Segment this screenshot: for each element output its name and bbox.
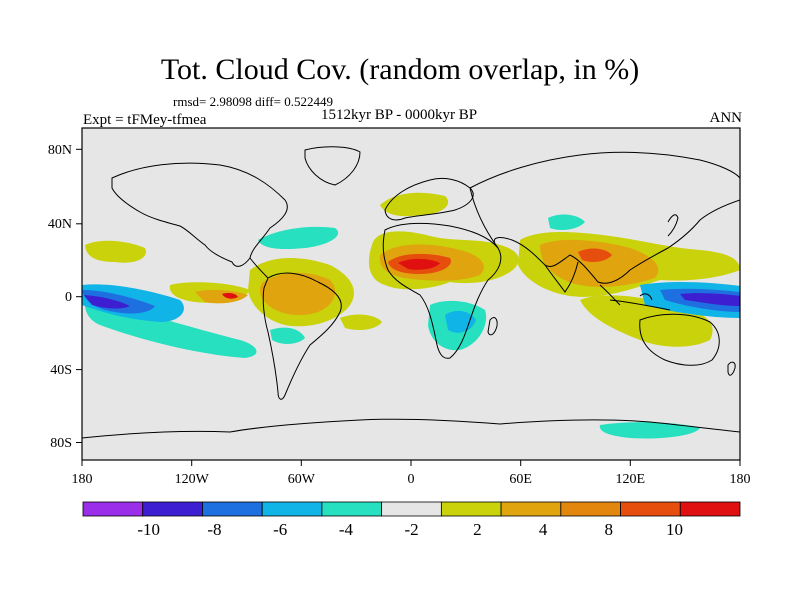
- coast-india: [544, 261, 579, 293]
- period-label: 1512kyr BP - 0000kyr BP: [321, 107, 478, 123]
- lon-tick-label: 60W: [288, 472, 316, 487]
- colorbar-label: 10: [666, 520, 683, 539]
- lon-tick-label: 0: [408, 472, 415, 487]
- anomaly-europe: [380, 192, 449, 217]
- colorbar-box: [620, 501, 681, 517]
- lat-tick-label: 0: [65, 290, 72, 305]
- lon-axis: 180 120W 60W 0 60E 120E 180: [72, 460, 751, 487]
- colorbar-label: -8: [207, 520, 221, 539]
- coast-australia: [639, 313, 720, 366]
- anomaly-china-cyan: [548, 214, 585, 230]
- coast-greenland: [304, 146, 361, 186]
- coast-southeast-asia: [599, 284, 621, 306]
- anomaly-pacific-red-spot: [222, 293, 238, 299]
- anomaly-india-core: [540, 239, 659, 287]
- colorbar-box: [560, 501, 621, 517]
- coast-north-america: [111, 162, 288, 267]
- colorbar-box: [679, 501, 741, 517]
- stats-label: rmsd= 2.98098 diff= 0.522449: [173, 94, 333, 109]
- colorbar-box: [500, 501, 562, 517]
- colorbar-label: 2: [473, 520, 482, 539]
- lat-tick-label: 40N: [48, 217, 72, 232]
- coast-central-america: [249, 257, 269, 279]
- colorbar-label: -6: [273, 520, 287, 539]
- anomaly-west-atlantic: [85, 240, 146, 263]
- coast-japan: [667, 214, 679, 237]
- lat-tick-label: 80S: [50, 436, 72, 451]
- colorbar-label: 8: [605, 520, 614, 539]
- anomaly-sahara-peak: [398, 258, 440, 270]
- colorbar-label: -10: [137, 520, 160, 539]
- anomaly-southern-ocean-cyan: [599, 422, 700, 439]
- anomaly-pacific-orange: [195, 289, 248, 304]
- coast-antarctica: [82, 418, 740, 439]
- coast-europe: [384, 177, 474, 221]
- lon-tick-label: 120W: [175, 472, 210, 487]
- anomaly-field: [82, 192, 740, 439]
- lon-tick-label: 60E: [509, 472, 532, 487]
- colorbar-box: [440, 501, 502, 517]
- anomaly-atlantic-spot: [340, 314, 382, 330]
- colorbar-box: [261, 501, 323, 517]
- coast-madagascar: [487, 317, 498, 336]
- colorbar-boxes: [82, 501, 741, 517]
- coast-new-zealand: [727, 361, 736, 376]
- anomaly-pacific-purple-west: [680, 293, 740, 306]
- coast-africa: [382, 222, 502, 359]
- colorbar-label: -4: [339, 520, 354, 539]
- coast-indonesia: [609, 293, 671, 311]
- lon-tick-label: 180: [730, 472, 751, 487]
- plot-title: Tot. Cloud Cov. (random overlap, in %): [160, 53, 640, 86]
- lat-tick-label: 80N: [48, 143, 72, 158]
- anomaly-pacific-purple-east: [84, 295, 130, 309]
- coast-south-america: [262, 272, 342, 400]
- coast-asia: [469, 151, 740, 284]
- lat-tick-label: 40S: [50, 363, 72, 378]
- colorbar: -10 -8 -6 -4 -2 2 4 8 10: [82, 501, 741, 539]
- anomaly-south-pacific-cyan: [270, 327, 305, 344]
- season-label: ANN: [709, 110, 743, 126]
- colorbar-labels: -10 -8 -6 -4 -2 2 4 8 10: [137, 520, 683, 539]
- colorbar-box: [82, 501, 144, 517]
- coastlines: [82, 146, 740, 439]
- colorbar-box: [142, 501, 203, 517]
- colorbar-box: [321, 501, 383, 517]
- lon-tick-label: 180: [72, 472, 93, 487]
- anomaly-africa-blue: [445, 310, 476, 333]
- colorbar-label: 4: [539, 520, 548, 539]
- colorbar-box: [202, 501, 263, 517]
- colorbar-label: -2: [405, 520, 419, 539]
- lon-tick-label: 120E: [616, 472, 646, 487]
- experiment-label: Expt = tFMey-tfmea: [83, 112, 207, 128]
- lat-axis: 80N 40N 0 40S 80S: [48, 143, 82, 451]
- anomaly-south-america-core: [260, 272, 336, 316]
- anomaly-north-atlantic-cyan: [258, 226, 339, 250]
- anomaly-india-red: [578, 248, 612, 263]
- colorbar-box: [381, 501, 442, 517]
